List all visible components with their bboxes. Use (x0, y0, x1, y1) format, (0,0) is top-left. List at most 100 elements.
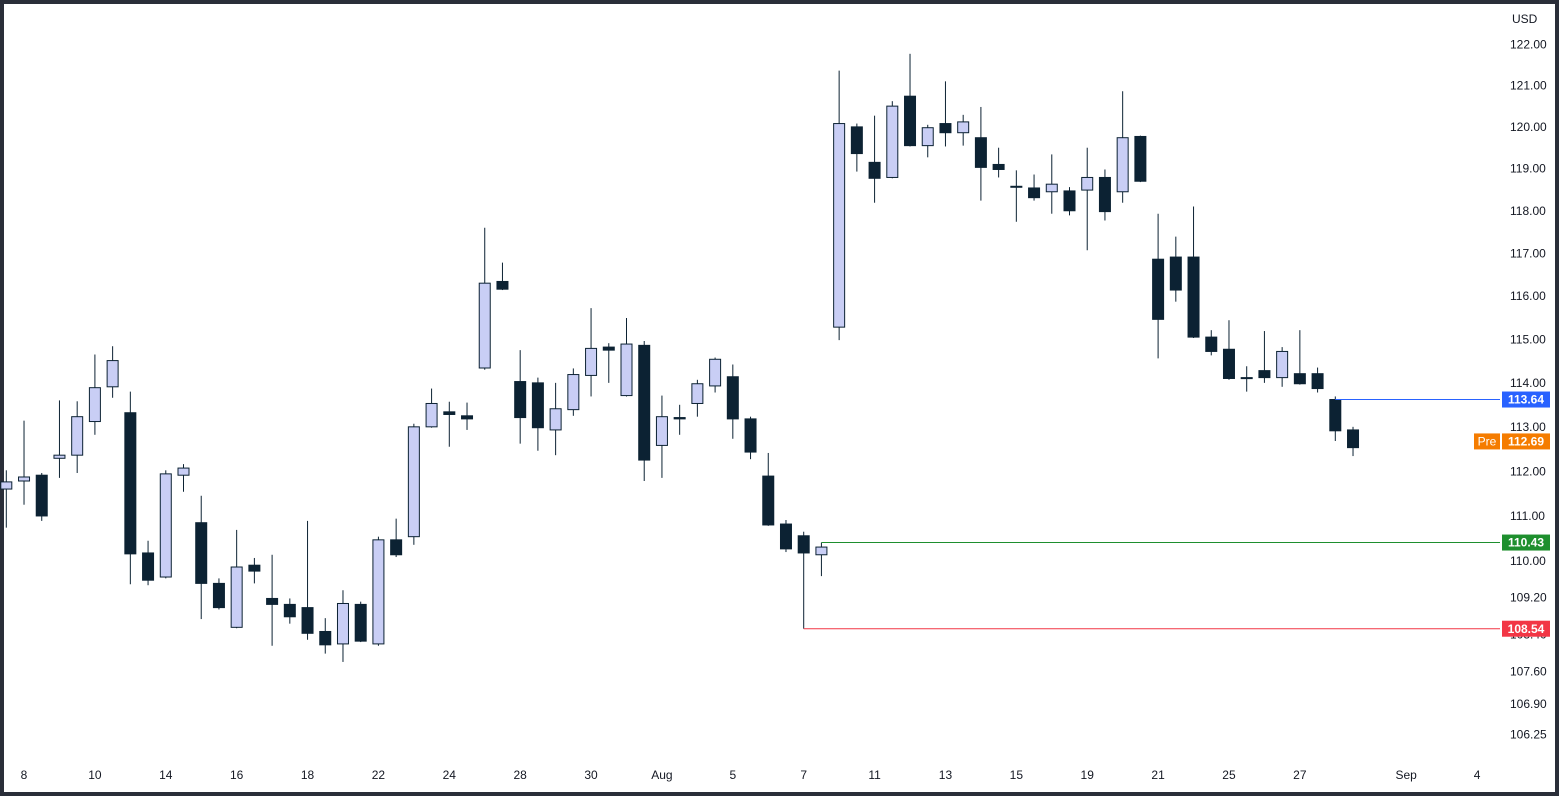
candle-body (833, 123, 846, 328)
candle-body (35, 474, 48, 517)
x-tick-label: Sep (1396, 768, 1418, 782)
candle-body (195, 522, 208, 584)
x-tick-label: 10 (88, 768, 102, 782)
candle-body (319, 630, 332, 646)
y-tick-label: 122.00 (1510, 37, 1547, 51)
candle-body (620, 343, 633, 397)
x-tick-label: 25 (1222, 768, 1236, 782)
x-tick-label: 15 (1010, 768, 1024, 782)
candle-body (904, 95, 917, 147)
candle-body (1152, 258, 1165, 320)
x-tick-label: 24 (443, 768, 457, 782)
y-tick-label: 114.00 (1510, 376, 1546, 390)
candle-body (124, 412, 137, 555)
candle-body (779, 523, 792, 550)
y-tick-label: 118.00 (1510, 204, 1546, 218)
x-tick-label: Aug (651, 768, 672, 782)
y-tick-label: 110.00 (1510, 554, 1546, 568)
candle-body (390, 539, 403, 556)
candle-body (797, 535, 810, 554)
candle-body (531, 382, 544, 429)
candle-body (1347, 429, 1360, 449)
x-tick-label: 30 (584, 768, 598, 782)
level-label-bg (1502, 391, 1550, 408)
candle-body (921, 127, 934, 147)
candle-body (372, 539, 385, 645)
y-tick-label: 112.00 (1510, 464, 1546, 478)
candle-body (443, 411, 456, 415)
candle-body (602, 346, 615, 351)
candle-body (655, 416, 668, 446)
candle-body (1063, 190, 1076, 212)
x-tick-label: 16 (230, 768, 244, 782)
candle-body (1293, 373, 1306, 385)
x-tick-label: 11 (868, 768, 881, 782)
candle-body (1081, 176, 1094, 191)
candle-body (1258, 370, 1271, 379)
x-tick-label: 7 (800, 768, 807, 782)
y-tick-label: 119.00 (1510, 162, 1546, 176)
pre-label: Pre (1478, 435, 1497, 449)
candle-body (407, 426, 420, 538)
candle-body (1134, 135, 1147, 182)
y-tick-label: 117.00 (1510, 246, 1546, 260)
candle-body (1116, 137, 1129, 193)
candle-body (88, 387, 101, 423)
candle-body (514, 381, 527, 419)
candle-body (496, 280, 509, 290)
x-tick-label: 18 (301, 768, 315, 782)
candle-body (585, 347, 598, 376)
level-label: 113.64 (1508, 393, 1544, 407)
y-tick-label: 109.20 (1510, 591, 1547, 605)
candle-body (336, 602, 349, 645)
candle-body (638, 344, 651, 461)
candle-body (1028, 187, 1041, 199)
candle-body (230, 566, 243, 628)
candle-body (1222, 348, 1235, 379)
candle-body (177, 467, 190, 476)
candle-body (1276, 350, 1289, 379)
candle-body (1010, 185, 1023, 188)
level-label: 110.43 (1508, 536, 1544, 550)
candle-body (425, 402, 438, 428)
candle-body (159, 473, 172, 578)
candle-body (549, 408, 562, 431)
candle-body (726, 376, 739, 420)
candle-body (567, 374, 580, 411)
candle-body (868, 161, 881, 179)
candle-body (1045, 183, 1058, 193)
candle-body (691, 383, 704, 404)
x-tick-label: 13 (939, 768, 953, 782)
candle-body (283, 603, 296, 618)
candle-body (939, 123, 952, 134)
x-tick-label: 4 (1474, 768, 1481, 782)
y-tick-label: 106.90 (1510, 697, 1547, 711)
candle-body (1098, 176, 1111, 213)
candle-body (673, 417, 686, 420)
candle-body (974, 137, 987, 168)
level-label-bg (1502, 534, 1550, 551)
x-tick-label: 27 (1293, 768, 1307, 782)
pre-label-bg (1474, 433, 1500, 450)
candle-body (0, 481, 13, 490)
level-label: 108.54 (1508, 622, 1545, 636)
candle-body (1240, 377, 1253, 380)
y-tick-label: 121.00 (1510, 78, 1547, 92)
candle-body (71, 416, 84, 456)
candle-body (354, 603, 367, 642)
candle-body (709, 358, 722, 387)
candle-body (461, 415, 474, 420)
candle-body (248, 564, 261, 572)
x-tick-label: 22 (372, 768, 386, 782)
candle-body (1311, 373, 1324, 390)
pre-value-bg (1502, 433, 1550, 450)
candle-body (957, 121, 970, 134)
y-tick-label: 116.00 (1510, 289, 1546, 303)
y-tick-label: 113.00 (1510, 420, 1546, 434)
candle-body (992, 163, 1005, 170)
candle-body (850, 126, 863, 155)
x-tick-label: 19 (1081, 768, 1095, 782)
candle-body (18, 476, 31, 482)
